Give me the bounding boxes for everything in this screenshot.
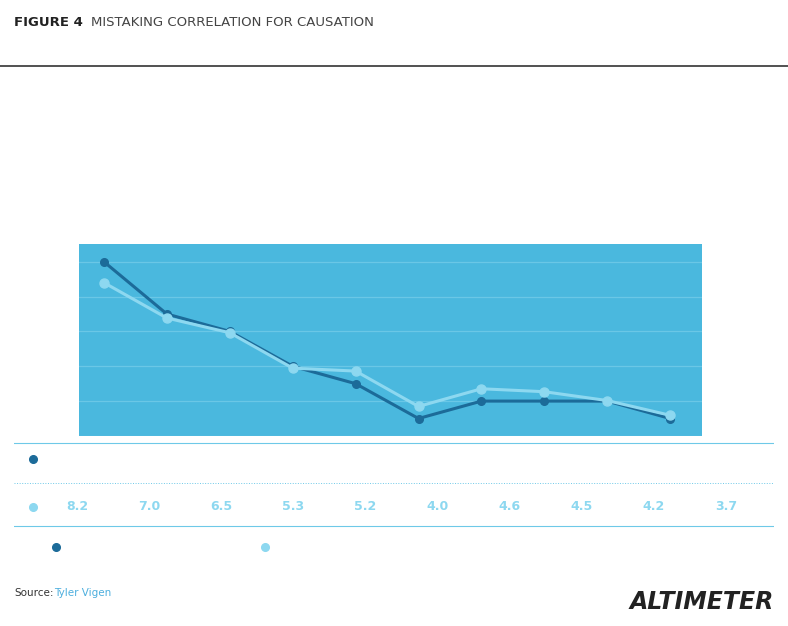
Text: —: — [706,254,716,264]
Text: 4.6: 4.6 [210,452,232,465]
Text: MISTAKING CORRELATION FOR CAUSATION: MISTAKING CORRELATION FOR CAUSATION [91,16,374,29]
Text: —: — [706,372,716,382]
Text: 4.2: 4.2 [499,452,521,465]
Text: 3.7: 3.7 [715,500,737,513]
Text: Tyler Vigen: Tyler Vigen [54,588,111,598]
Text: Per Capita Consumption of Margarine (US): Per Capita Consumption of Margarine (US) [280,541,517,552]
Text: 4.4: 4.4 [282,452,305,465]
Text: 8.2: 8.2 [66,500,88,513]
Text: —: — [706,431,716,441]
Text: 4.5: 4.5 [571,500,593,513]
Text: Divorce rate in Maine: Divorce rate in Maine [253,88,535,114]
Text: 4.2: 4.2 [643,500,665,513]
Text: 5.3: 5.3 [282,500,304,513]
Text: Correlation: 0.992558: Correlation: 0.992558 [609,540,755,553]
Text: —: — [706,342,716,352]
Text: 7.0: 7.0 [138,500,161,513]
Text: 4.2: 4.2 [571,452,593,465]
Y-axis label: POUNDS: POUNDS [719,321,729,359]
Text: 5.2: 5.2 [355,500,377,513]
Text: —: — [706,284,716,294]
Text: 4.3: 4.3 [355,452,377,465]
Text: 4.0: 4.0 [426,500,448,513]
Text: Source:: Source: [14,588,54,598]
Text: 4.7: 4.7 [138,452,161,465]
Text: 4.1: 4.1 [715,452,737,465]
Text: 4.1: 4.1 [426,452,448,465]
Text: Per capita consumption of margarine (US): Per capita consumption of margarine (US) [117,171,671,197]
Text: ALTIMETER: ALTIMETER [630,590,774,614]
Text: —: — [706,313,716,323]
Text: FIGURE 4: FIGURE 4 [14,16,83,29]
Text: 6.5: 6.5 [210,500,232,513]
Y-axis label: DIVORCES PER 1000 PEOPLE: DIVORCES PER 1000 PEOPLE [42,276,51,404]
Text: —: — [706,401,716,411]
Text: 4.6: 4.6 [499,500,521,513]
Text: Divorces rate in Maine: Divorces rate in Maine [71,541,196,552]
Text: correlates with: correlates with [333,142,455,160]
Text: 5.0: 5.0 [66,452,88,465]
Text: 4.2: 4.2 [643,452,665,465]
